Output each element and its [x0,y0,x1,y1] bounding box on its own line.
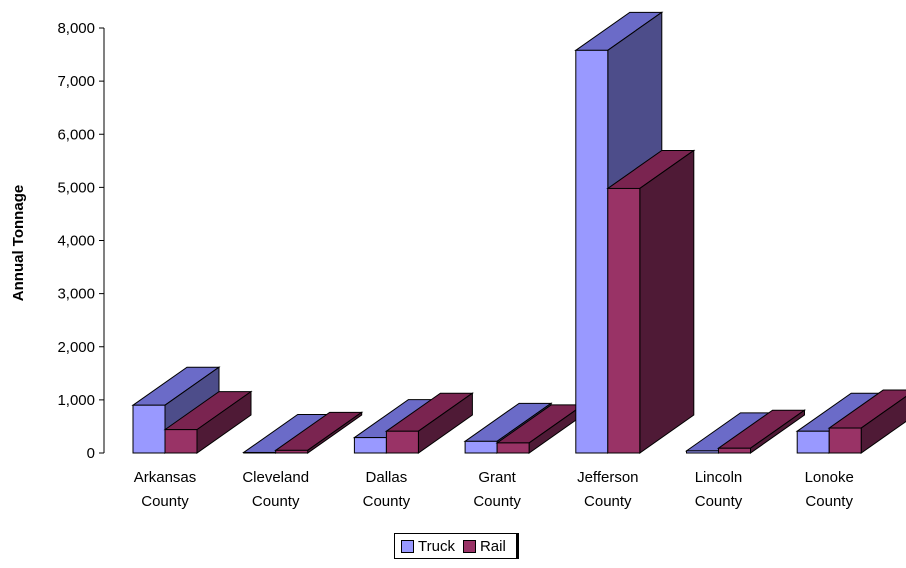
y-axis-title: Annual Tonnage [10,185,27,301]
x-axis-labels: Arkansas County Cleveland County Dallas Count… [134,469,854,510]
bar-front-face [575,49,609,454]
bar-side-face [639,149,695,454]
x-tick-label: Cleveland [242,469,309,486]
y-axis: 0 1,000 2,000 3,000 4,000 5,000 6,000 7,000 8,00… [57,20,105,462]
legend-label-rail: Rail [479,537,506,555]
legend-item-rail: Rail [462,537,506,555]
bar-rail-cleveland [274,411,364,454]
bar-front-face [275,449,309,454]
legend-swatch-truck [401,539,414,553]
bar-front-face [385,430,419,454]
bars [131,11,906,454]
y-tick-label: 8,000 [57,20,95,37]
y-tick-label: 6,000 [57,126,95,143]
bar-front-face [828,427,862,454]
y-tick-label: 7,000 [57,73,95,90]
bar-front-face [132,404,166,454]
x-tick-label: Jefferson [577,469,638,486]
bar-rail-jefferson [606,149,696,454]
legend-label-truck: Truck [418,537,455,555]
bar-front-face [464,440,498,454]
x-tick-label: County [805,493,853,510]
bar-front-face [686,450,719,454]
y-tick-label: 2,000 [57,339,95,356]
bar-rail-dallas [384,392,474,454]
y-tick-label: 3,000 [57,286,95,303]
bar-front-face [718,447,751,454]
x-tick-label: County [695,493,743,510]
bar-rail-arkansas [163,390,253,454]
x-tick-label: Lonoke [805,469,854,486]
x-tick-label: County [473,493,521,510]
x-tick-label: Arkansas [134,469,197,486]
bar-front-face [607,187,641,454]
bar-rail-lonoke [827,389,906,454]
bar-front-face [796,430,830,454]
y-tick-label: 0 [87,445,95,462]
x-tick-label: County [363,493,411,510]
x-tick-label: Dallas [366,469,408,486]
bar-rail-lincoln [716,409,807,454]
legend-item-truck: Truck [401,538,455,555]
bar-front-face [164,429,198,454]
x-tick-label: County [252,493,300,510]
x-tick-label: County [141,493,189,510]
x-tick-label: Grant [478,469,516,486]
y-tick-label: 5,000 [57,179,95,196]
legend: Truck Rail [394,533,519,559]
x-tick-label: Lincoln [695,469,743,486]
y-tick-label: 1,000 [57,392,95,409]
y-tick-label: 4,000 [57,233,95,250]
bar-front-face [353,437,387,454]
legend-swatch-rail [462,539,476,553]
bar-front-face [496,442,530,454]
x-tick-label: County [584,493,632,510]
bar-front-face [243,451,277,454]
